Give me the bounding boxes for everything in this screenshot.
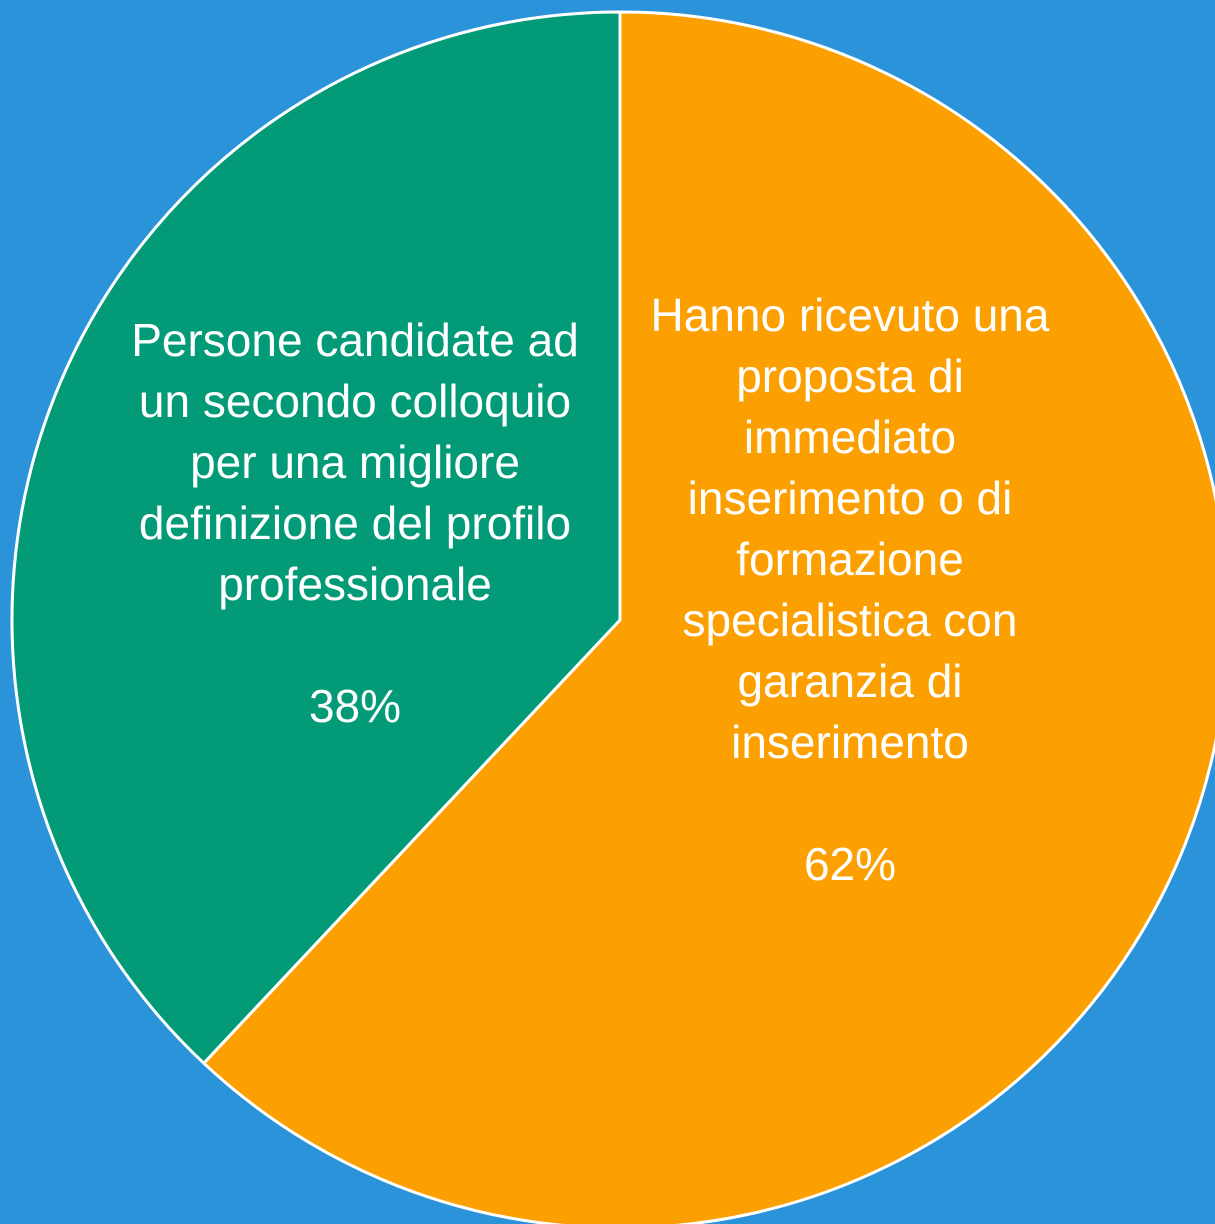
value-label: 38% bbox=[308, 680, 402, 732]
pie-slice bbox=[202, 10, 1215, 1224]
pie-slice bbox=[10, 10, 622, 1065]
value-label: 62% bbox=[803, 838, 897, 890]
category-label: Hanno ricevuto una proposta di immediato… bbox=[650, 289, 1050, 768]
category-label: Persone candidate ad un secondo colloqui… bbox=[131, 314, 579, 610]
slice-label: Persone candidate ad un secondo colloqui… bbox=[120, 310, 590, 737]
slice-label: Hanno ricevuto una proposta di immediato… bbox=[650, 285, 1050, 895]
